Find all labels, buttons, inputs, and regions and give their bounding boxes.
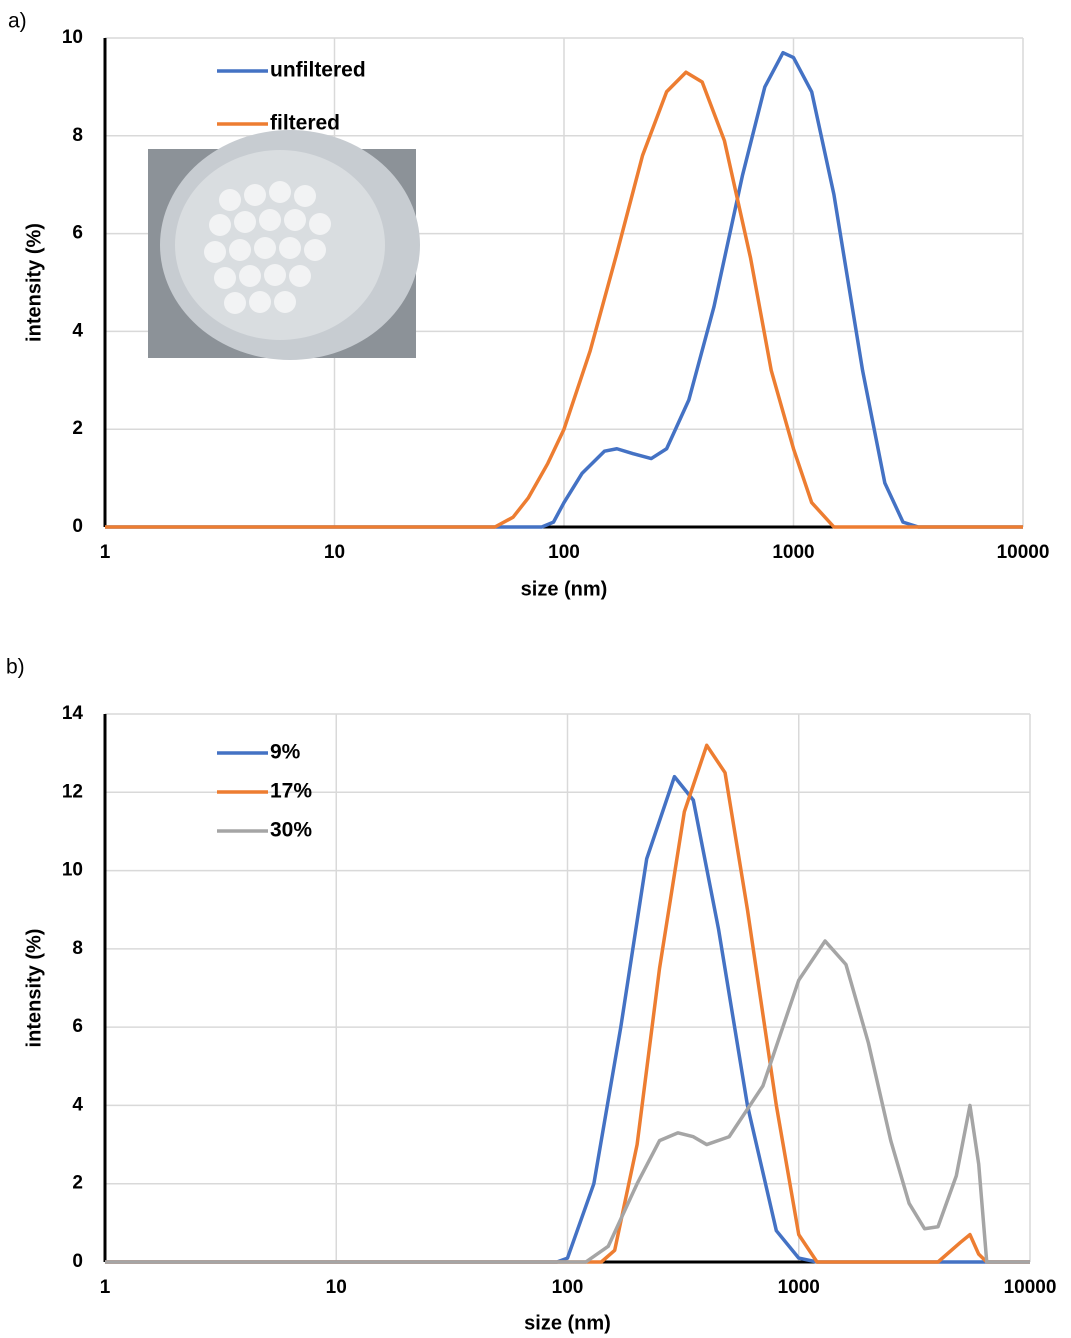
- x-tick-label: 10: [324, 542, 345, 563]
- x-tick-label: 10000: [1004, 1277, 1057, 1298]
- y-tick-label: 4: [72, 320, 83, 341]
- panel-label: a): [8, 10, 27, 33]
- y-tick-label: 0: [72, 1251, 83, 1272]
- x-tick-label: 1: [100, 1277, 111, 1298]
- legend-label: 9%: [270, 741, 301, 764]
- legend-label: unfiltered: [270, 59, 366, 82]
- x-axis-label: size (nm): [521, 578, 608, 600]
- x-tick-label: 100: [552, 1277, 584, 1298]
- x-tick-label: 100: [548, 542, 580, 563]
- series-line: [105, 774, 1030, 1264]
- y-tick-label: 10: [62, 860, 83, 881]
- series-line: [105, 939, 1030, 1264]
- y-tick-label: 8: [72, 125, 83, 146]
- y-tick-label: 2: [72, 1173, 83, 1194]
- y-tick-label: 10: [62, 27, 83, 48]
- series-line: [105, 50, 1023, 529]
- legend-label: 17%: [270, 780, 312, 803]
- x-tick-label: 1000: [778, 1277, 820, 1298]
- y-tick-label: 8: [72, 938, 83, 959]
- y-tick-label: 6: [72, 1016, 83, 1037]
- y-tick-label: 12: [62, 781, 83, 802]
- series-line: [105, 743, 1030, 1264]
- legend-label: 30%: [270, 819, 312, 842]
- y-tick-label: 2: [72, 418, 83, 439]
- y-tick-label: 14: [62, 703, 84, 724]
- x-tick-label: 1000: [772, 542, 814, 563]
- legend-label: filtered: [270, 112, 340, 135]
- y-axis-label: intensity (%): [23, 223, 45, 342]
- inset-photo: [148, 130, 420, 360]
- x-axis-label: size (nm): [524, 1312, 611, 1334]
- x-tick-label: 10000: [997, 542, 1050, 563]
- x-tick-label: 10: [326, 1277, 347, 1298]
- y-tick-label: 0: [72, 516, 83, 537]
- x-tick-label: 1: [100, 542, 111, 563]
- y-tick-label: 4: [72, 1094, 83, 1115]
- series-line: [105, 70, 1023, 529]
- y-tick-label: 6: [72, 223, 83, 244]
- y-axis-label: intensity (%): [23, 929, 45, 1048]
- panel-label: b): [6, 656, 25, 679]
